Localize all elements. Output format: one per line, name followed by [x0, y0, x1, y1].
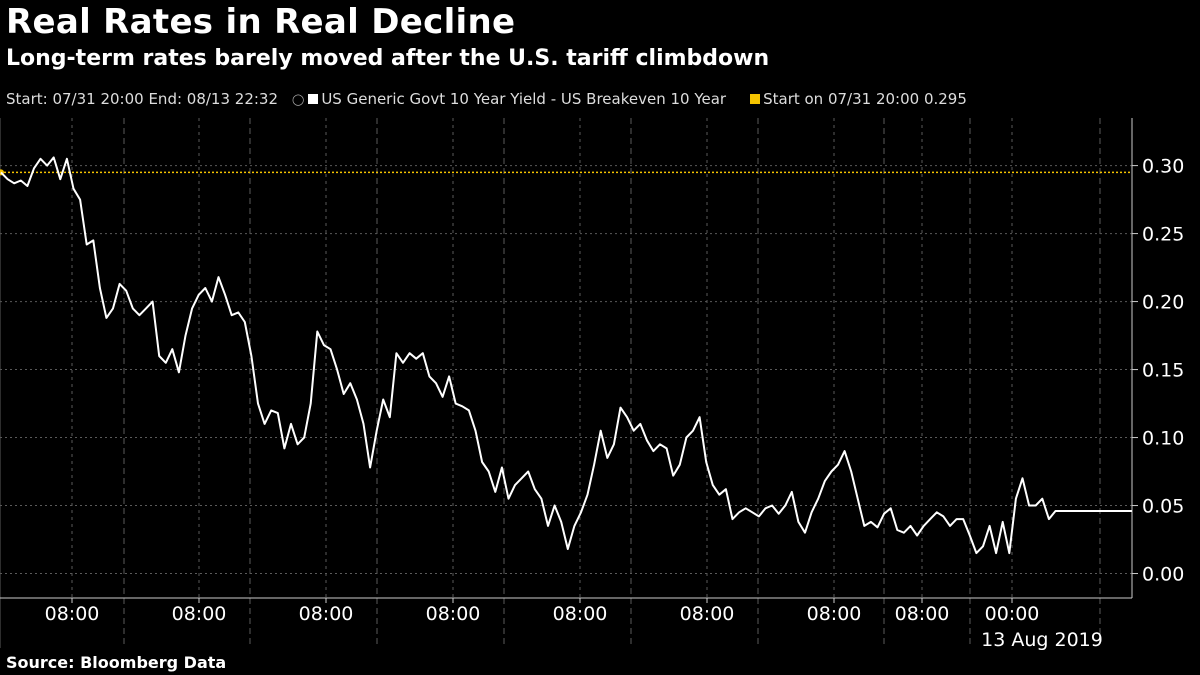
legend-start-label: Start on 07/31 20:00 0.295 — [763, 90, 967, 108]
source-note: Source: Bloomberg Data — [6, 653, 227, 672]
y-tick-label: 0.05 — [1142, 496, 1184, 518]
y-tick-label: 0.00 — [1142, 564, 1184, 586]
grid-lines — [0, 118, 1132, 648]
series-line — [0, 156, 1132, 555]
y-tick-label: 0.30 — [1142, 156, 1184, 178]
legend-start-swatch — [750, 94, 761, 104]
x-tick-label: 08:00 — [426, 603, 481, 625]
x-tick-label: 08:00 — [172, 603, 227, 625]
x-tick-label: 08:00 — [680, 603, 735, 625]
x-tick-label: 08:00 — [299, 603, 354, 625]
x-date-label: 13 Aug 2019 — [981, 629, 1103, 651]
chart-title: Real Rates in Real Decline — [6, 2, 516, 42]
legend: Start: 07/31 20:00 End: 08/13 22:32 ◯ US… — [6, 90, 967, 108]
y-tick-label: 0.25 — [1142, 224, 1184, 246]
y-tick-label: 0.20 — [1142, 292, 1184, 314]
x-tick-label: 08:00 — [45, 603, 100, 625]
x-tick-label: 08:00 — [807, 603, 862, 625]
chart-marks — [0, 156, 1132, 555]
y-tick-label: 0.15 — [1142, 360, 1184, 382]
chart-subtitle: Long-term rates barely moved after the U… — [6, 46, 770, 71]
legend-series-label: US Generic Govt 10 Year Yield - US Break… — [321, 90, 727, 108]
x-tick-label: 08:00 — [895, 603, 950, 625]
x-tick-label: 08:00 — [553, 603, 608, 625]
legend-series-swatch — [308, 94, 319, 104]
axes: 0.00 0.05 0.10 0.15 0.20 0.25 0.30 08:00 08:00 08… — [0, 118, 1184, 651]
legend-range: Start: 07/31 20:00 End: 08/13 22:32 — [6, 90, 279, 108]
legend-marker-icon: ◯ — [292, 92, 305, 106]
y-tick-label: 0.10 — [1142, 428, 1184, 450]
x-tick-label: 00:00 — [985, 603, 1040, 625]
